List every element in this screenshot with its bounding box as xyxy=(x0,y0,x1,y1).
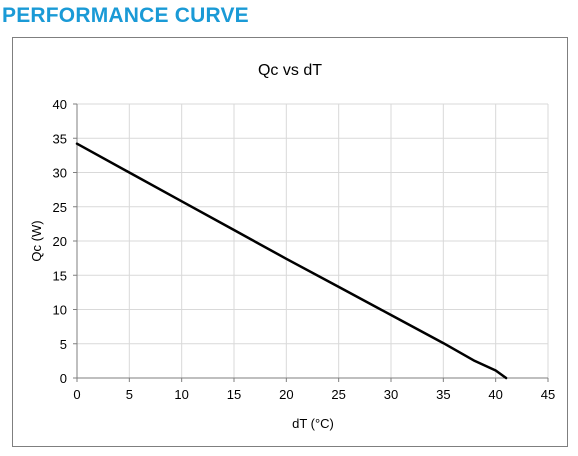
y-tick-label: 35 xyxy=(53,131,67,146)
chart-frame xyxy=(12,37,568,447)
grid xyxy=(76,103,549,379)
x-tick-label: 30 xyxy=(384,387,398,402)
x-tick-label: 5 xyxy=(126,387,133,402)
y-tick-label: 5 xyxy=(60,337,67,352)
x-tick-label: 20 xyxy=(279,387,293,402)
page-title: PERFORMANCE CURVE xyxy=(2,4,249,27)
x-axis-label: dT (°C) xyxy=(292,416,334,431)
x-tick-label: 35 xyxy=(436,387,450,402)
y-tick-label: 0 xyxy=(60,371,67,386)
x-tick-label: 45 xyxy=(541,387,555,402)
x-tick-label: 15 xyxy=(227,387,241,402)
y-tick-label: 10 xyxy=(53,303,67,318)
y-tick-label: 25 xyxy=(53,200,67,215)
y-tick-label: 20 xyxy=(53,234,67,249)
x-tick-label: 25 xyxy=(331,387,345,402)
series-line xyxy=(75,142,508,380)
y-tick-label: 30 xyxy=(53,166,67,181)
series-group xyxy=(75,142,508,380)
y-tick-label: 40 xyxy=(53,97,67,112)
tick-labels: 0 5 10 15 20 25 30 35 40 45 0 5 10 15 20 25 30 35 40 xyxy=(53,97,556,402)
chart-title: Qc vs dT xyxy=(258,62,322,79)
axes xyxy=(73,103,549,382)
x-tick-label: 40 xyxy=(488,387,502,402)
y-axis-label: Qc (W) xyxy=(29,220,44,261)
x-tick-label: 0 xyxy=(73,387,80,402)
x-tick-label: 10 xyxy=(174,387,188,402)
y-tick-label: 15 xyxy=(53,268,67,283)
